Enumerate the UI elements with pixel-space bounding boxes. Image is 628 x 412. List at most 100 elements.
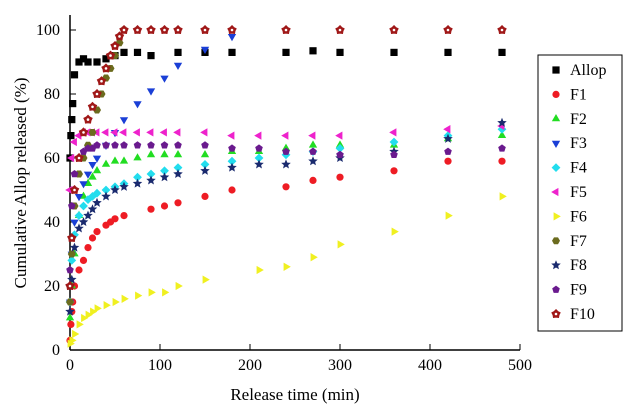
data-markers [65, 24, 507, 348]
point-f4 [227, 156, 237, 166]
point-f6 [121, 294, 129, 303]
point-f1 [93, 228, 101, 236]
point-f8 [132, 178, 143, 188]
point-f5 [74, 131, 82, 140]
point-f5 [69, 137, 77, 147]
point-f5 [159, 128, 167, 137]
point-f8 [119, 181, 129, 191]
point-f10-hole [176, 28, 180, 32]
point-f8 [173, 169, 183, 179]
point-allop [336, 48, 344, 56]
point-f3 [92, 155, 102, 163]
point-allop [69, 100, 77, 108]
legend-marker-f2 [551, 114, 561, 122]
legend-label-f2: F2 [570, 111, 587, 128]
point-f10-hole [109, 54, 112, 57]
point-f4 [200, 160, 210, 169]
point-f2 [119, 156, 129, 164]
point-f1 [444, 157, 452, 165]
y-tick-label: 40 [44, 214, 60, 231]
point-f4 [101, 185, 111, 195]
point-f4 [173, 163, 183, 172]
point-f10-hole [95, 92, 99, 96]
point-f1 [79, 256, 88, 264]
legend-marker-f4 [551, 163, 561, 172]
point-allop [75, 58, 83, 66]
legend-marker-allop [552, 66, 560, 74]
legend-marker-f5 [551, 187, 559, 197]
point-f9 [444, 147, 452, 155]
point-f6 [103, 301, 111, 310]
point-allop [282, 48, 290, 56]
point-f8 [83, 210, 93, 220]
point-f10-hole [149, 28, 153, 32]
legend-marker-f9 [552, 285, 560, 293]
point-allop [174, 48, 182, 56]
legend-marker-f8 [551, 260, 561, 270]
point-f3 [70, 219, 79, 227]
series-f10 [65, 24, 507, 291]
point-allop [133, 48, 142, 56]
point-f9 [93, 141, 101, 149]
legend-marker-f3 [551, 140, 561, 148]
point-f6 [175, 281, 183, 291]
point-f7 [88, 128, 97, 136]
point-f10-hole [86, 118, 90, 121]
point-f7 [67, 250, 76, 258]
point-f9 [498, 144, 506, 152]
legend: Allop F1 F2 F3 F4 F5 F6 F7 F8 F9 F10 [537, 54, 623, 332]
point-f3 [200, 46, 210, 54]
point-f10-hole [500, 28, 504, 32]
point-allop [70, 71, 79, 79]
point-f8 [497, 117, 507, 127]
point-f8 [227, 162, 237, 172]
point-f4 [160, 166, 169, 176]
point-f2 [160, 150, 169, 158]
point-f5 [200, 128, 208, 137]
point-f4 [74, 211, 84, 220]
point-f1 [174, 199, 182, 207]
point-f10-hole [68, 284, 72, 288]
point-f10-hole [446, 28, 450, 32]
x-ticks: 0 100 200 300 400 500 [66, 344, 532, 374]
point-f3 [133, 101, 142, 109]
point-f8 [146, 175, 156, 185]
point-f9 [133, 141, 142, 149]
point-f9 [174, 141, 182, 149]
point-f3 [119, 117, 129, 125]
point-f5 [132, 128, 140, 137]
point-f6 [94, 304, 102, 313]
point-f4 [335, 144, 345, 153]
point-allop [102, 55, 110, 63]
point-f6 [391, 227, 399, 236]
point-f8 [67, 274, 77, 284]
point-f6 [90, 307, 98, 316]
point-f10-hole [122, 28, 126, 32]
point-f6 [135, 291, 143, 300]
point-f6 [76, 320, 84, 329]
point-f9 [147, 141, 155, 149]
y-tick-label: 60 [44, 150, 60, 167]
point-f6 [310, 253, 318, 262]
point-f1 [201, 192, 209, 200]
point-f5 [119, 128, 127, 137]
point-f2 [65, 313, 75, 321]
point-f1 [498, 157, 506, 165]
point-f2 [101, 159, 111, 167]
point-f6 [283, 262, 291, 271]
point-f8 [254, 159, 264, 169]
point-f9 [111, 141, 119, 149]
point-f10-hole [118, 35, 121, 38]
point-f8 [74, 223, 84, 233]
point-f6 [162, 288, 170, 297]
point-f5 [335, 131, 343, 140]
y-tick-label: 20 [44, 278, 60, 295]
point-f2 [88, 172, 97, 180]
point-f10-hole [70, 236, 74, 240]
point-f10-hole [77, 156, 81, 160]
point-allop [67, 132, 75, 140]
series-f8 [65, 117, 507, 316]
point-f4 [389, 137, 399, 147]
point-f6 [148, 288, 156, 297]
point-allop [120, 48, 128, 56]
